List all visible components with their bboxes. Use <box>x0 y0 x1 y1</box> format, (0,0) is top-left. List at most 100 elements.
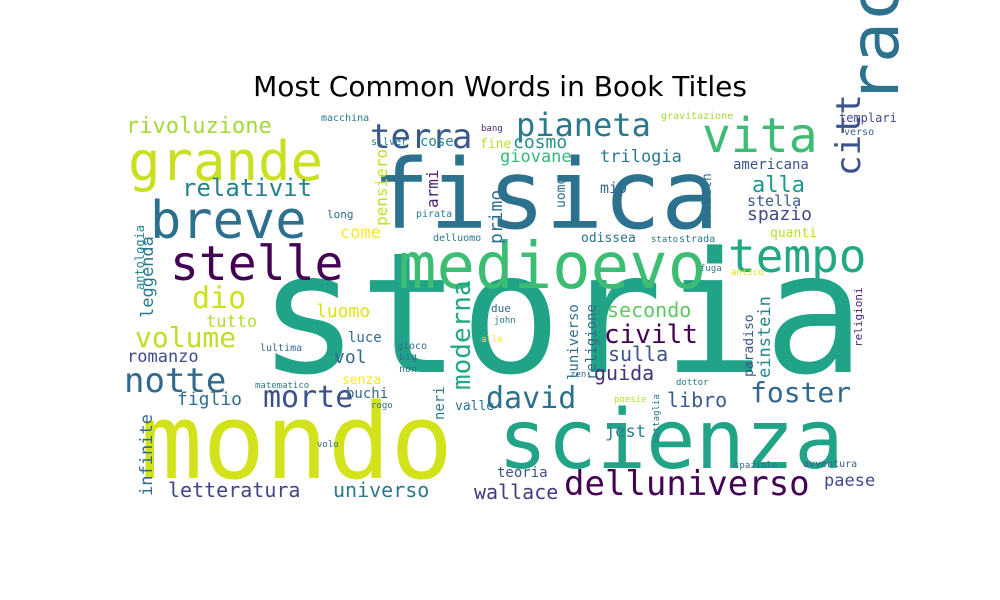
word-macbeth: macbeth <box>700 173 715 228</box>
word-moderna: moderna <box>447 280 477 390</box>
word-luniverso: luniverso <box>566 304 582 380</box>
word-wallace: wallace <box>474 480 558 504</box>
word-luomo: luomo <box>316 301 370 322</box>
word-macchina: macchina <box>321 113 369 124</box>
word-armi: armi <box>423 169 442 208</box>
word-mondo: mondo <box>140 381 453 503</box>
word-fisica: fisica <box>372 139 719 251</box>
word-quanti: quanti <box>770 226 817 241</box>
word-matematico: matematico <box>255 381 309 391</box>
word-universo: universo <box>333 478 429 502</box>
word-avventura: avventura <box>803 459 857 470</box>
word-delluniverso: delluniverso <box>564 464 810 504</box>
word-fine: fine <box>480 137 511 152</box>
word-americana: americana <box>733 157 809 173</box>
word-vita: vita <box>702 108 818 164</box>
word-odissea: odissea <box>581 231 636 246</box>
word-religioni: religioni <box>852 287 865 347</box>
word-long: long <box>327 208 354 221</box>
word-spaziale: spaziale <box>734 461 777 471</box>
word-valle: valle <box>455 399 494 414</box>
word-cose: cose <box>420 134 454 150</box>
word-religione: religione <box>584 304 600 380</box>
word-tutto: tutto <box>206 312 257 332</box>
word-neri: neri <box>432 386 448 420</box>
word-antico: antico <box>731 268 764 278</box>
word-delluomo: delluomo <box>433 233 481 244</box>
word-volume: volume <box>135 321 236 354</box>
word-due: due <box>491 302 511 315</box>
word-notte: notte <box>124 361 226 401</box>
word-pianeta: pianeta <box>516 106 651 144</box>
word-paese: paese <box>824 471 875 491</box>
word-john: john <box>494 316 516 326</box>
word-rivoluzione: rivoluzione <box>126 114 272 139</box>
word-tempo: tempo <box>728 229 866 283</box>
word-pensiero: pensiero <box>372 149 391 226</box>
word-antologia: antologia <box>133 225 147 290</box>
word-racconti: racconti <box>836 0 915 104</box>
word-relativit: relativit <box>182 174 312 202</box>
word-libro: libro <box>667 388 727 412</box>
word-dio: dio <box>192 281 246 316</box>
word-luce: luce <box>348 330 382 346</box>
word-infinite: infinite <box>137 414 157 496</box>
word-volo: volo <box>317 440 339 450</box>
word-lultima: lultima <box>260 343 302 354</box>
word-civilt: civilt <box>604 320 698 350</box>
word-giovane: giovane <box>500 147 572 167</box>
word-verso: verso <box>844 127 874 138</box>
word-figlio: figlio <box>177 389 242 410</box>
word-dottor: dottor <box>676 378 709 388</box>
word-cosmo: cosmo <box>513 132 567 153</box>
word-buchi: buchi <box>346 386 388 402</box>
word-secondo: secondo <box>607 298 691 322</box>
word-templari: templari <box>839 111 897 125</box>
word-non: non <box>399 364 417 375</box>
word-romanzo: romanzo <box>127 347 199 367</box>
word-leggenda: leggenda <box>138 236 158 318</box>
word-spazio: spazio <box>747 204 812 225</box>
word-battaglia: battaglia <box>652 394 662 443</box>
word-gravitazione: gravitazione <box>661 111 733 122</box>
word-primo: primo <box>486 190 507 244</box>
word-silver: silver <box>371 137 407 148</box>
word-paradiso: paradiso <box>742 314 757 377</box>
word-stelle: stelle <box>170 236 343 292</box>
word-fuga: fuga <box>700 264 722 274</box>
word-poesie: poesie <box>614 395 647 405</box>
word-einstein: einstein <box>755 296 775 378</box>
word-stella: stella <box>747 192 801 210</box>
word-come: come <box>340 223 381 243</box>
word-rogo: rogo <box>371 401 393 411</box>
chart-title: Most Common Words in Book Titles <box>253 70 747 103</box>
word-trilogia: trilogia <box>600 147 682 167</box>
word-bang: bang <box>481 124 503 134</box>
word-scienza: scienza <box>498 393 844 488</box>
word-teoria: teoria <box>497 465 548 481</box>
word-foster: foster <box>750 376 851 409</box>
word-morte: morte <box>263 380 353 415</box>
word-jest: jest <box>605 422 646 442</box>
word-zen: zen <box>570 370 586 380</box>
word-uomo: uomo <box>554 177 569 208</box>
word-citt: citt <box>829 94 869 176</box>
word-senza: senza <box>342 373 381 388</box>
word-gioco: gioco <box>397 341 427 352</box>
word-big: big <box>399 352 417 363</box>
word-grande: grande <box>128 130 323 193</box>
word-pirata: pirata <box>416 209 452 220</box>
word-storia: storia <box>258 216 865 412</box>
word-breve: breve <box>150 191 307 251</box>
word-vol: vol <box>334 347 367 368</box>
word-mio: mio <box>600 179 627 197</box>
word-guida: guida <box>594 361 654 385</box>
word-david: david <box>486 381 576 416</box>
word-alla: alla <box>752 173 805 198</box>
word-strada: strada <box>679 234 715 245</box>
word-letteratura: letteratura <box>168 478 300 502</box>
word-alle: alle <box>481 335 503 345</box>
word-stato: stato <box>651 235 678 245</box>
word-medioevo: medioevo <box>398 230 706 304</box>
